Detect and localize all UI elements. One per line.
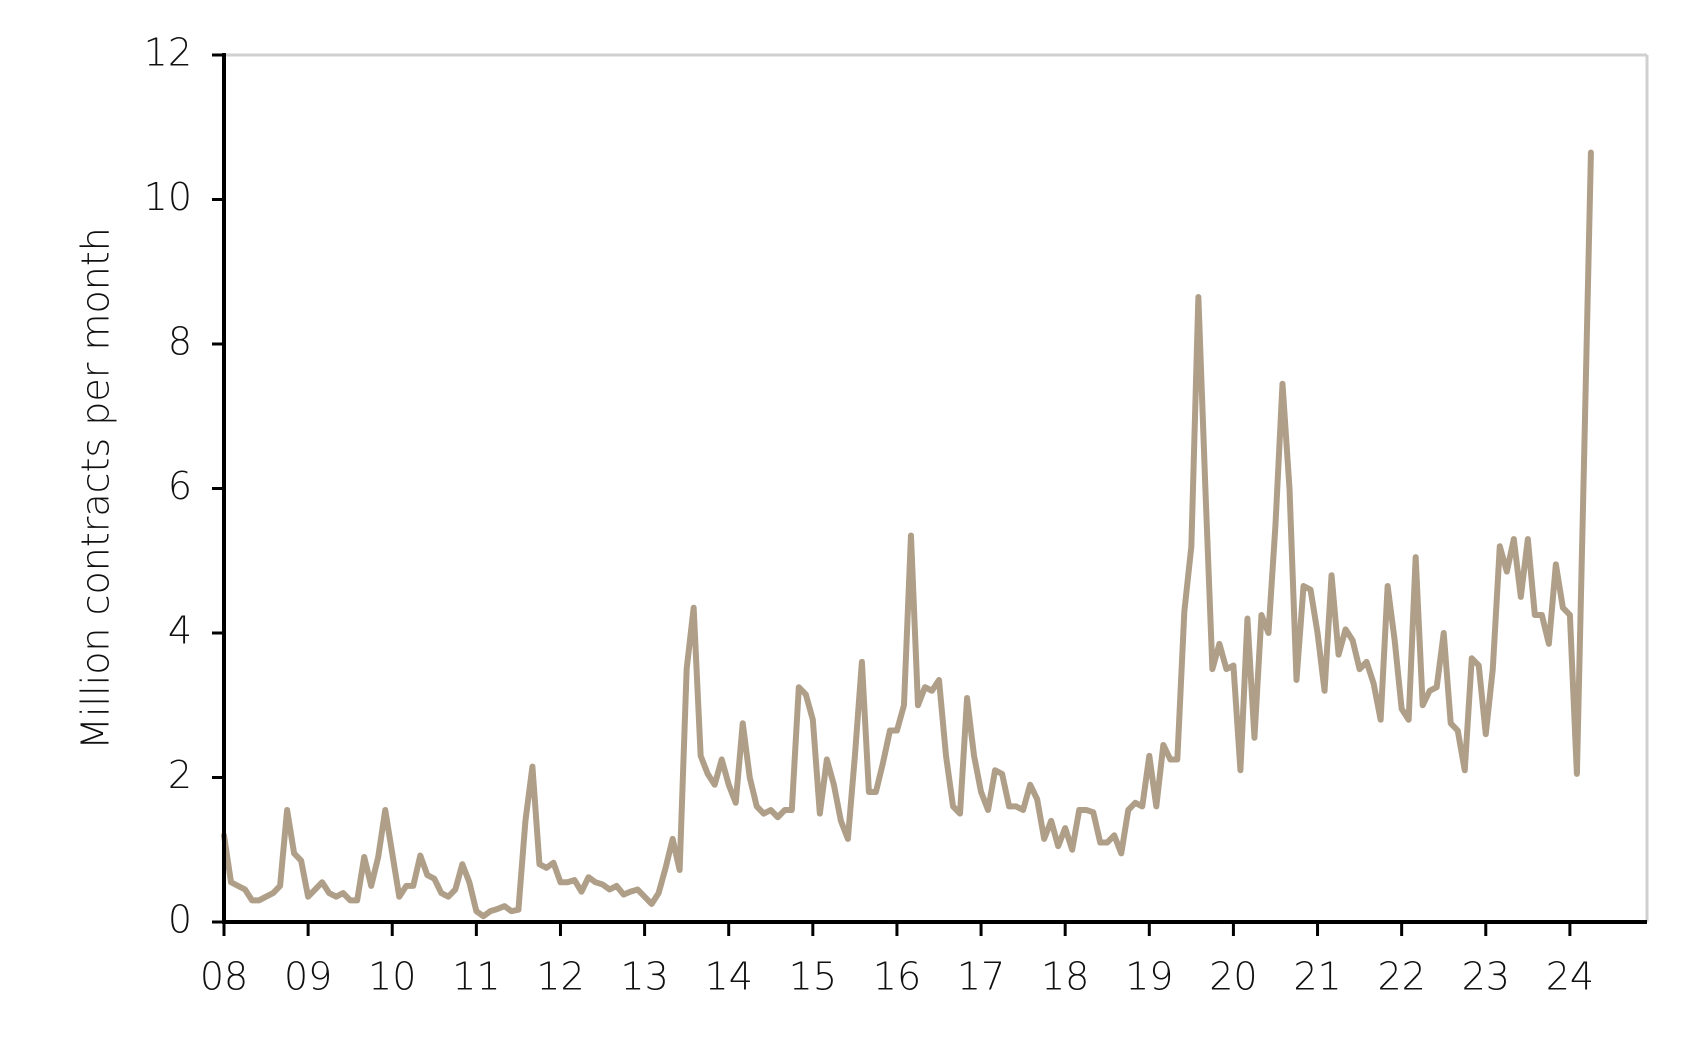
y-tick-label: 8 (168, 320, 192, 364)
x-tick-label: 09 (284, 955, 332, 999)
y-axis-label: Million contracts per month (74, 227, 118, 750)
x-tick-label: 08 (200, 955, 248, 999)
y-tick-label: 6 (168, 464, 192, 508)
y-tick-label: 10 (144, 175, 192, 219)
x-tick-label: 13 (620, 955, 668, 999)
x-tick-label: 10 (368, 955, 416, 999)
x-tick-label: 14 (705, 955, 753, 999)
x-tick-label: 20 (1209, 955, 1257, 999)
data-line (221, 149, 1594, 920)
x-tick-label: 15 (789, 955, 837, 999)
y-tick-label: 0 (168, 898, 192, 942)
x-tick-label: 19 (1125, 955, 1173, 999)
y-tick-label: 12 (144, 31, 192, 75)
y-tick-label: 2 (168, 753, 192, 797)
x-tick-label: 12 (536, 955, 584, 999)
x-tick-label: 21 (1293, 955, 1341, 999)
x-tick-label: 17 (957, 955, 1005, 999)
y-tick-label: 4 (168, 609, 192, 653)
x-tick-label: 23 (1462, 955, 1510, 999)
x-tick-label: 24 (1546, 955, 1594, 999)
x-tick-label: 22 (1377, 955, 1425, 999)
x-tick-label: 11 (452, 955, 500, 999)
x-tick-label: 16 (873, 955, 921, 999)
x-tick-label: 18 (1041, 955, 1089, 999)
